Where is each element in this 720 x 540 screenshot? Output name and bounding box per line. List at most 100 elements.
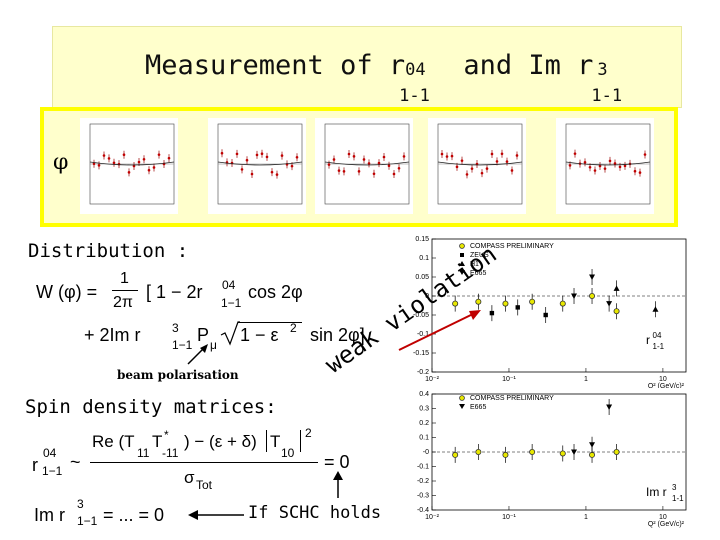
y-tick-label: -0.2 <box>417 369 429 376</box>
y-tick-label: 0.2 <box>419 420 429 427</box>
legend-label: E665 <box>470 270 486 277</box>
legend-label: H1 <box>470 261 479 268</box>
mini-point <box>147 168 151 172</box>
y-tick-label: 0.3 <box>419 406 429 413</box>
phi-mini-plot <box>80 118 178 214</box>
y-tick-label: -0.1 <box>417 464 429 471</box>
y-tick-label: -0.2 <box>417 478 429 485</box>
legend-label: ZEUS <box>470 252 489 259</box>
mini-point <box>295 155 299 159</box>
phi-symbol: φ <box>53 150 69 175</box>
y-tick-label: -0.1 <box>417 331 429 338</box>
y-tick-label: 0.15 <box>415 236 429 243</box>
plot-frame <box>431 238 687 373</box>
data-point <box>613 449 620 456</box>
sqrt-sign <box>220 321 240 346</box>
schc-label: If SCHC holds <box>248 503 382 523</box>
t11s-sub: -11 <box>162 446 179 460</box>
legend-marker <box>459 270 465 275</box>
mini-point <box>495 160 499 163</box>
mini-point <box>573 152 577 155</box>
data-point <box>529 298 536 305</box>
data-point <box>606 301 613 307</box>
x-tick-label: 10⁻¹ <box>502 514 516 521</box>
mini-point <box>490 152 494 156</box>
mini-point <box>465 173 469 176</box>
r04-sup: 04 <box>43 446 57 460</box>
beam-polarisation-label: beam polarisation <box>117 368 239 382</box>
data-point <box>475 298 482 305</box>
tilde: ~ <box>70 452 81 472</box>
y-axis-label: r <box>646 333 650 347</box>
title-sub: 1-1 <box>399 86 430 106</box>
mini-point <box>92 162 96 166</box>
mini-point <box>362 158 366 161</box>
mini-point <box>332 158 336 161</box>
mini-point <box>445 155 449 158</box>
mini-point <box>245 158 249 162</box>
x-tick-label: 1 <box>584 376 588 383</box>
mini-point <box>392 172 396 176</box>
data-point <box>452 451 459 458</box>
mini-point <box>97 164 101 167</box>
x-tick-label: 10 <box>659 376 667 383</box>
mini-point <box>440 152 444 156</box>
mini-point <box>107 157 111 160</box>
mini-point <box>137 160 141 164</box>
mini-point <box>337 169 341 172</box>
schc-up-arrow <box>333 471 343 498</box>
y-axis-label-sub: 1-1 <box>672 494 684 503</box>
mini-point <box>593 169 597 172</box>
legend-marker <box>459 243 465 249</box>
data-point <box>475 449 482 456</box>
data-point <box>589 442 596 448</box>
mini-point <box>265 155 269 159</box>
violation-arrow <box>398 310 481 351</box>
y-axis-label-sup: 04 <box>653 331 662 340</box>
mini-point <box>372 172 376 176</box>
data-point <box>571 449 578 455</box>
data-point <box>452 300 459 307</box>
sin-term: sin 2φ] <box>310 325 365 345</box>
r04-sub: 1−1 <box>42 464 63 478</box>
sqrt-bar <box>238 322 302 323</box>
mini-point <box>290 164 294 168</box>
x-tick-label: 10⁻¹ <box>502 376 516 383</box>
y-tick-label: 0.1 <box>419 255 429 262</box>
x-tick-label: 10⁻² <box>425 376 439 383</box>
mini-point <box>598 164 602 168</box>
data-point <box>589 274 596 280</box>
re-mid: ) − (ε + δ) <box>184 432 257 451</box>
mini-point <box>342 170 346 173</box>
title-background <box>52 26 682 108</box>
data-point <box>589 451 596 458</box>
mini-point <box>377 161 381 165</box>
frac-bar <box>112 290 138 291</box>
abs-bar-left <box>266 430 267 452</box>
mini-point <box>220 151 224 155</box>
bracket-open: [ 1 − 2r <box>146 282 203 302</box>
y-tick-label: -0.05 <box>413 312 429 319</box>
t11s-sup: * <box>164 428 169 442</box>
beam-arrow <box>187 344 208 365</box>
data-point <box>571 293 578 299</box>
t10: T <box>270 432 281 451</box>
mini-point <box>480 171 484 175</box>
mini-point <box>157 153 161 156</box>
x-axis-label: Q² (GeV/c)² <box>648 521 685 528</box>
data-point <box>515 305 520 310</box>
mini-point <box>142 157 146 161</box>
mini-point <box>510 169 514 172</box>
y-tick-label: 0.1 <box>419 435 429 442</box>
r04-symbol: r <box>32 455 38 475</box>
im-line: Im r <box>34 505 65 525</box>
sigma-sub: Tot <box>196 478 213 492</box>
mu-sub: μ <box>210 338 217 352</box>
sigma: σ <box>184 468 195 487</box>
mini-point <box>603 167 607 170</box>
frac-num: 1 <box>120 270 129 287</box>
phi-mini-plot <box>315 118 413 214</box>
mini-point <box>352 155 356 158</box>
data-point <box>559 300 566 307</box>
phi-mini-plot <box>208 118 306 214</box>
